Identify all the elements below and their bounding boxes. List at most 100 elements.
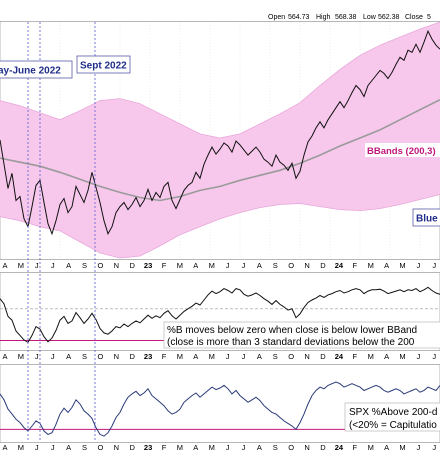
may-june-label: ay-June 2022 [0, 66, 61, 77]
x-tick-label: M [209, 261, 215, 270]
x-tick-label: A [66, 443, 71, 452]
pctb-line [0, 286, 440, 344]
pctb-note-line2: (close is more than 3 standard deviation… [167, 337, 415, 348]
high-label: High [316, 14, 331, 21]
x-tick-label: J [432, 443, 436, 452]
x-tick-label: S [273, 443, 278, 452]
may-june-callout: ay-June 2022 [0, 60, 73, 79]
x-tick-label: J [51, 261, 55, 270]
sept-label: Sept 2022 [80, 61, 127, 72]
x-tick-label: N [304, 261, 309, 270]
x-tick-label: A [384, 261, 389, 270]
x-tick-label: O [97, 443, 103, 452]
x-tick-label: J [242, 261, 246, 270]
pctb-note: %B moves below zero when close is below … [163, 321, 440, 349]
x-tick-label: F [353, 261, 358, 270]
x-tick-label: D [129, 352, 135, 361]
bbands-callout: BBands (200,3) [365, 143, 440, 157]
x-tick-label: A [193, 261, 198, 270]
spx-note-line2: (<20% = Capitulatio [349, 420, 437, 431]
x-tick-label: O [97, 352, 103, 361]
x-tick-label: D [320, 261, 326, 270]
x-tick-label: M [177, 261, 183, 270]
x-tick-label: J [417, 443, 421, 452]
blue-label: Blue [416, 214, 438, 225]
x-tick-label: M [399, 443, 405, 452]
low-value: 562.38 [378, 14, 400, 21]
x-tick-label: J [51, 443, 55, 452]
open-value: 564.73 [288, 14, 310, 21]
x-tick-label: A [384, 352, 389, 361]
x-tick-label: N [304, 443, 309, 452]
x-tick-label: A [66, 352, 71, 361]
x-tick-label: J [51, 352, 55, 361]
x-tick-label: S [273, 352, 278, 361]
x-tick-label: M [209, 352, 215, 361]
x-tick-label: O [288, 352, 294, 361]
x-axis-ticks: A M J J A S O N D 23 F M A M J J A S O N D 24 F M A M J JA M J J A S O N D 2… [2, 261, 436, 452]
x-tick-label: J [226, 443, 230, 452]
x-tick-label: M [18, 261, 24, 270]
spx-note-line1: SPX %Above 200-d [349, 407, 437, 418]
x-tick-label: N [114, 443, 119, 452]
x-tick-label: S [82, 443, 87, 452]
x-tick-label: J [417, 261, 421, 270]
price-line [0, 29, 440, 236]
pctb-line-group [0, 286, 440, 344]
sept-callout: Sept 2022 [76, 55, 131, 74]
x-tick-label: 24 [335, 261, 344, 270]
x-tick-label: M [399, 352, 405, 361]
close-value: 5 [427, 14, 431, 21]
x-tick-label: J [35, 352, 39, 361]
x-tick-label: A [2, 261, 7, 270]
x-tick-label: 24 [335, 443, 344, 452]
open-label: Open [268, 14, 285, 21]
sma-line-group [0, 98, 440, 202]
x-tick-label: M [368, 443, 374, 452]
x-tick-label: A [384, 443, 389, 452]
x-tick-label: N [304, 352, 309, 361]
x-tick-label: A [257, 352, 262, 361]
x-tick-label: O [97, 261, 103, 270]
lower-band-line [0, 194, 440, 259]
x-tick-label: J [35, 443, 39, 452]
x-tick-label: A [2, 352, 7, 361]
x-tick-label: F [162, 261, 167, 270]
x-tick-label: M [18, 443, 24, 452]
x-tick-label: S [273, 261, 278, 270]
x-tick-label: N [114, 261, 119, 270]
x-tick-label: J [417, 352, 421, 361]
blue-callout: Blue [412, 208, 440, 227]
x-tick-label: M [368, 261, 374, 270]
x-tick-label: A [66, 261, 71, 270]
x-tick-label: D [320, 443, 326, 452]
x-tick-label: 23 [144, 261, 152, 270]
spx-line-group [0, 381, 440, 437]
close-label: Close [405, 14, 423, 21]
x-tick-label: M [209, 443, 215, 452]
ohlc-readout: Open 564.73 High 568.38 Low 562.38 Close… [268, 14, 431, 21]
bbands-label: BBands (200,3) [367, 146, 436, 157]
x-tick-label: N [114, 352, 119, 361]
x-tick-label: 23 [144, 443, 152, 452]
x-tick-label: 24 [335, 352, 344, 361]
x-tick-label: A [257, 443, 262, 452]
x-tick-label: A [2, 443, 7, 452]
x-tick-label: D [320, 352, 326, 361]
x-tick-label: J [242, 352, 246, 361]
x-tick-label: A [257, 261, 262, 270]
sma-200-line [0, 98, 440, 202]
low-label: Low [363, 14, 377, 21]
x-tick-label: M [368, 352, 374, 361]
price-line-group [0, 29, 440, 236]
x-tick-label: D [129, 443, 135, 452]
x-tick-label: J [226, 352, 230, 361]
spx-note: SPX %Above 200-d (<20% = Capitulatio [344, 402, 440, 432]
x-tick-label: D [129, 261, 135, 270]
x-tick-label: F [162, 352, 167, 361]
x-tick-label: J [226, 261, 230, 270]
x-tick-label: M [399, 261, 405, 270]
spx-above-200-line [0, 381, 440, 437]
pctb-note-line1: %B moves below zero when close is below … [167, 325, 417, 336]
